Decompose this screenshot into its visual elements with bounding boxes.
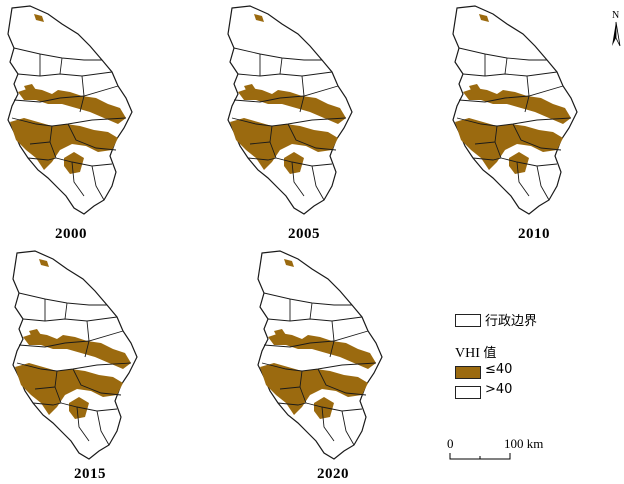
low-vhi-area: [238, 88, 346, 124]
district-boundary: [29, 141, 51, 145]
district-boundary: [71, 161, 85, 197]
scale-bar: [449, 453, 511, 460]
low-vhi-area: [284, 259, 294, 267]
legend-title-prefix: VHI: [455, 346, 484, 361]
low-vhi-area: [268, 333, 376, 369]
low-vhi-area: [274, 329, 286, 339]
low-vhi-area: [230, 118, 338, 170]
year-label-2020: 2020: [317, 466, 349, 482]
district-boundary: [287, 123, 337, 151]
district-boundary: [291, 161, 305, 197]
district-boundary: [16, 362, 132, 372]
district-boundary: [18, 330, 124, 348]
low-vhi-area: [64, 152, 84, 174]
district-boundary: [305, 402, 363, 412]
low-vhi-area: [29, 329, 41, 339]
district-boundary: [536, 165, 550, 201]
low-vhi-area: [463, 88, 571, 124]
year-label-2015: 2015: [74, 466, 106, 482]
map-svg: [7, 5, 133, 215]
low-vhi-area: [509, 152, 529, 174]
district-boundary: [500, 157, 558, 167]
year-label-2005: 2005: [288, 226, 320, 242]
district-boundary: [91, 165, 105, 201]
district-boundary: [516, 161, 530, 197]
district-boundary: [277, 402, 307, 406]
boundary-swatch: [455, 314, 481, 327]
low-vhi-area: [34, 14, 44, 22]
district-boundary: [59, 57, 63, 75]
low-vhi-area: [479, 14, 489, 22]
district-boundary: [456, 117, 572, 127]
district-boundary: [512, 123, 562, 151]
scale-start: 0: [447, 436, 454, 451]
low-vhi-area: [69, 397, 89, 419]
low-vhi-area: [10, 118, 118, 170]
district-boundary: [27, 157, 57, 161]
low-vhi-area: [15, 363, 123, 415]
district-boundary: [261, 362, 377, 372]
low-vhi-area: [284, 152, 304, 174]
map-panel-2010: [445, 0, 595, 220]
low-vhi-area: [314, 397, 334, 419]
low-vhi-area: [260, 363, 368, 415]
district-boundary: [64, 302, 68, 320]
district-boundary: [279, 57, 283, 75]
map-svg: [452, 5, 578, 215]
district-boundary: [472, 157, 502, 161]
low-vhi-area: [39, 259, 49, 267]
low-vhi-area: [24, 84, 36, 94]
map-panel-2005: [220, 0, 370, 220]
district-boundary: [67, 123, 117, 151]
district-boundary: [60, 402, 118, 412]
boundary-label: 行政边界: [485, 314, 538, 329]
low-swatch: [455, 366, 481, 379]
north-arrow-icon: [612, 21, 621, 47]
legend-title-suffix: 值: [483, 346, 497, 361]
district-boundary: [309, 302, 313, 320]
district-boundary: [55, 157, 113, 167]
district-boundary: [72, 368, 122, 396]
district-boundary: [11, 117, 127, 127]
legend-title: VHI 值: [455, 342, 497, 361]
low-vhi-area: [244, 84, 256, 94]
north-letter: N: [612, 10, 620, 21]
map-svg: [257, 250, 383, 460]
scale-end: 100 km: [504, 436, 544, 451]
low-vhi-area: [23, 333, 131, 369]
district-boundary: [311, 165, 325, 201]
low-vhi-area: [254, 14, 264, 22]
district-boundary: [32, 402, 62, 406]
low-label: ≤40: [485, 362, 513, 377]
district-boundary: [458, 85, 564, 103]
year-label-2010: 2010: [518, 226, 550, 242]
district-boundary: [247, 157, 277, 161]
district-boundary: [34, 386, 56, 390]
district-boundary: [474, 141, 496, 145]
district-boundary: [76, 406, 90, 442]
map-svg: [12, 250, 138, 460]
high-label: >40: [485, 382, 513, 397]
low-vhi-area: [455, 118, 563, 170]
district-boundary: [13, 85, 119, 103]
high-swatch: [455, 386, 481, 399]
district-boundary: [96, 410, 110, 446]
district-boundary: [275, 157, 333, 167]
map-panel-2015: [5, 245, 155, 465]
district-boundary: [321, 406, 335, 442]
district-boundary: [231, 117, 347, 127]
district-boundary: [317, 368, 367, 396]
district-boundary: [263, 330, 369, 348]
map-svg: [227, 5, 353, 215]
map-panel-2020: [250, 245, 400, 465]
district-boundary: [341, 410, 355, 446]
map-panel-2000: [0, 0, 150, 220]
district-boundary: [504, 57, 508, 75]
district-boundary: [279, 386, 301, 390]
low-vhi-area: [469, 84, 481, 94]
low-vhi-area: [18, 88, 126, 124]
district-boundary: [233, 85, 339, 103]
district-boundary: [249, 141, 271, 145]
year-label-2000: 2000: [55, 226, 87, 242]
